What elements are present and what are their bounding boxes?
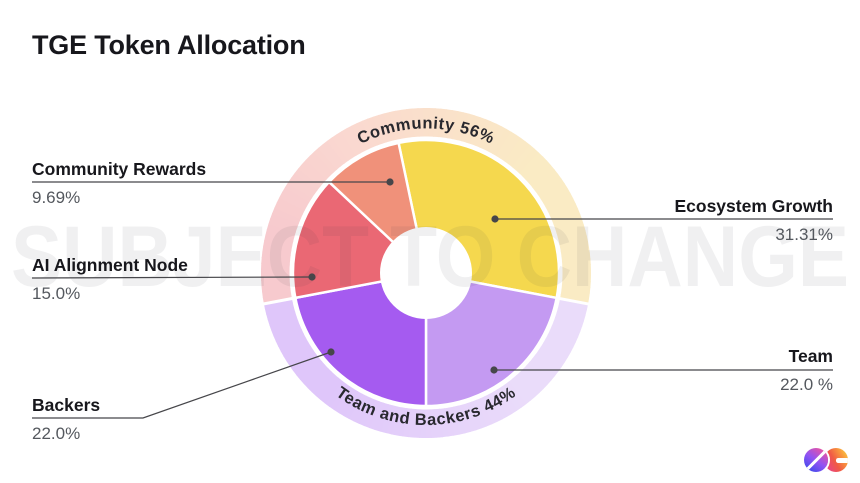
callout-label: Community Rewards (32, 159, 207, 179)
ring-arc-team-and-backers (263, 298, 589, 438)
ring-arc-community (261, 107, 591, 304)
ring-group-divider (552, 295, 593, 307)
callout-value: 22.0 % (780, 375, 833, 394)
ring-group-divider (259, 295, 300, 307)
subject-to-change-watermark: SUBJECT TO CHANGE (11, 209, 849, 305)
pie-segment-team (424, 271, 558, 408)
callout-label: Team (788, 346, 833, 366)
donut-hole (380, 227, 472, 319)
leader-dot-ai-alignment-node (308, 273, 316, 281)
callout-ai-alignment-node: AI Alignment Node 15.0% (32, 252, 188, 306)
zero-g-logo (804, 448, 848, 472)
callout-value: 9.69% (32, 188, 81, 207)
leader-dot-team (490, 366, 498, 374)
callout-value: 15.0% (32, 284, 81, 303)
leader-line-ai-alignment-node (31, 276, 313, 279)
leader-dot-backers (327, 348, 335, 356)
callout-team: Team 22.0 % (780, 343, 833, 397)
callout-label: AI Alignment Node (32, 255, 188, 275)
callout-ecosystem-growth: Ecosystem Growth 31.31% (674, 193, 833, 247)
page-title: TGE Token Allocation (32, 30, 306, 60)
leader-lines (31, 178, 833, 419)
callout-value: 22.0% (32, 424, 81, 443)
callout-value: 31.31% (775, 225, 833, 244)
outer-ring (259, 107, 593, 438)
pie-segment-backers (294, 271, 428, 408)
leader-line-backers (32, 351, 332, 419)
leader-dot-ecosystem-growth (491, 215, 499, 223)
leader-dot-community-rewards (386, 178, 394, 186)
callout-label: Ecosystem Growth (674, 196, 833, 216)
callout-community-rewards: Community Rewards 9.69% (32, 156, 206, 210)
zero-glyph-icon (804, 448, 828, 472)
callout-backers: Backers 22.0% (32, 392, 100, 446)
callout-label: Backers (32, 395, 101, 415)
g-glyph-icon (824, 448, 848, 472)
